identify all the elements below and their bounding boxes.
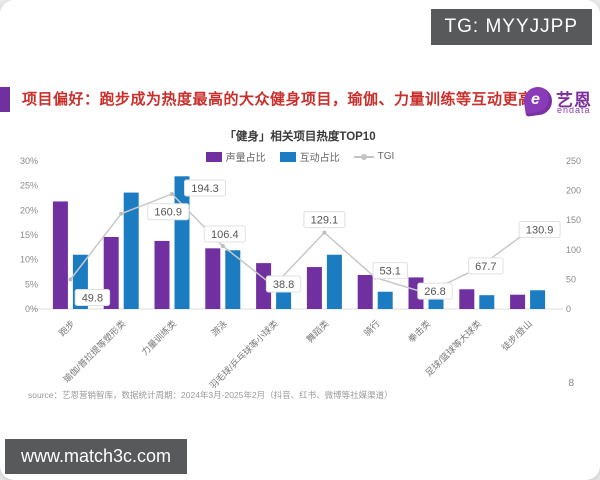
logo-letter: e: [531, 91, 540, 108]
right-axis-tick: 250: [566, 156, 581, 166]
tgi-label-box: [203, 225, 246, 243]
left-axis-tick: 15%: [20, 230, 38, 240]
legend-label: 互动占比: [299, 153, 340, 164]
left-axis-tick: 30%: [20, 156, 38, 166]
tgi-label: 26.8: [424, 286, 445, 298]
legend-item: 互动占比: [279, 149, 340, 164]
tgi-label: 106.4: [211, 229, 239, 241]
right-axis-tick: 200: [566, 186, 581, 196]
tgi-label-box: [147, 203, 190, 221]
right-axis-tick: 50: [566, 274, 576, 284]
tgi-label: 38.8: [273, 279, 294, 291]
chart-title: 「健身」相关项目热度TOP10: [224, 131, 376, 143]
legend-swatch-icon: [279, 151, 296, 162]
left-axis-tick: 10%: [20, 255, 38, 265]
page-title: 项目偏好：跑步成为热度最高的大众健身项目，瑜伽、力量训练等互动更高: [22, 91, 534, 108]
tgi-label: 49.8: [82, 293, 103, 305]
right-axis-tick: 0: [566, 304, 571, 314]
tgi-label-box: [518, 221, 561, 239]
bar: [530, 290, 546, 309]
tgi-label-box: [265, 275, 302, 293]
chart-canvas: 30%25%20%15%10%5%0%250200150100500跑步瑜伽/普…: [20, 156, 581, 391]
tgi-point: [322, 230, 327, 235]
title-accent-bar: [0, 87, 10, 112]
tgi-line: [69, 193, 529, 294]
legend-label: TGI: [377, 151, 395, 162]
bar: [510, 294, 526, 309]
tgi-label-box: [417, 282, 453, 300]
page-number: 8: [568, 378, 574, 389]
left-axis-tick: 25%: [20, 181, 38, 191]
legend-item: TGI: [353, 151, 395, 162]
tgi-point: [170, 191, 174, 196]
tgi-label-box: [74, 289, 111, 307]
bar: [52, 201, 68, 309]
logo-sub-text: endata: [557, 105, 591, 115]
source-note: source：艺恩营销智库，数据统计周期：2024年3月-2025年2月（抖音、…: [28, 390, 393, 400]
tgi-label: 67.7: [475, 261, 496, 273]
bar: [276, 291, 292, 309]
bar: [326, 254, 342, 309]
endata-logo: e 艺恩 endata: [522, 83, 596, 123]
bar: [205, 248, 221, 309]
category-label: 跑步: [56, 318, 77, 339]
category-label: 力量训练类: [139, 318, 179, 358]
right-axis-tick: 150: [566, 215, 581, 225]
bar: [123, 192, 139, 309]
bar: [428, 299, 444, 309]
category-label: 骑行: [361, 318, 382, 339]
category-label: 舞蹈类: [304, 318, 331, 345]
tgi-point: [68, 277, 73, 282]
bar: [357, 274, 373, 309]
chart-legend: 声量占比 互动占比 TGI: [0, 149, 600, 164]
category-label: 足球/篮球等大球类: [423, 318, 483, 378]
right-axis-tick: 100: [566, 245, 581, 255]
header: 项目偏好：跑步成为热度最高的大众健身项目，瑜伽、力量训练等互动更高 e 艺恩 e…: [0, 85, 600, 119]
legend-swatch-icon: [205, 151, 222, 162]
bar: [377, 291, 393, 309]
bar: [479, 295, 495, 309]
tgi-point: [119, 211, 124, 216]
bar: [225, 250, 241, 309]
left-axis-tick: 0%: [25, 304, 38, 314]
legend-item: 声量占比: [205, 149, 266, 164]
tgi-label: 194.3: [191, 183, 219, 195]
tgi-label: 129.1: [311, 215, 339, 227]
tgi-point: [220, 244, 225, 249]
category-label: 游泳: [209, 318, 230, 339]
left-axis-tick: 5%: [25, 279, 38, 289]
bar: [154, 240, 170, 309]
tgi-label-box: [468, 257, 504, 275]
legend-label: 声量占比: [225, 153, 266, 164]
category-label: 徒步/登山: [499, 318, 534, 353]
category-label: 拳击类: [406, 318, 433, 345]
tgi-label: 53.1: [379, 266, 400, 278]
tg-watermark: TG: MYYJJPP: [430, 9, 592, 45]
left-axis-tick: 20%: [20, 205, 38, 215]
tgi-label-box: [303, 211, 346, 229]
legend-swatch-icon: [353, 153, 374, 160]
tgi-label-box: [372, 262, 408, 280]
bar: [459, 289, 475, 309]
tgi-label-box: [184, 179, 226, 197]
tgi-label: 130.9: [526, 225, 554, 237]
site-watermark: www.match3c.com: [5, 439, 188, 474]
logo-brand-text: 艺恩: [556, 91, 592, 110]
tgi-label: 160.9: [154, 207, 182, 219]
bar: [306, 267, 322, 309]
